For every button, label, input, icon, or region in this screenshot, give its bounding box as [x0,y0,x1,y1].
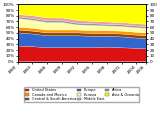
Legend: United States, Canada and Mexico, Central & South America, Europe, Eurasia, Midd: United States, Canada and Mexico, Centra… [24,87,140,102]
